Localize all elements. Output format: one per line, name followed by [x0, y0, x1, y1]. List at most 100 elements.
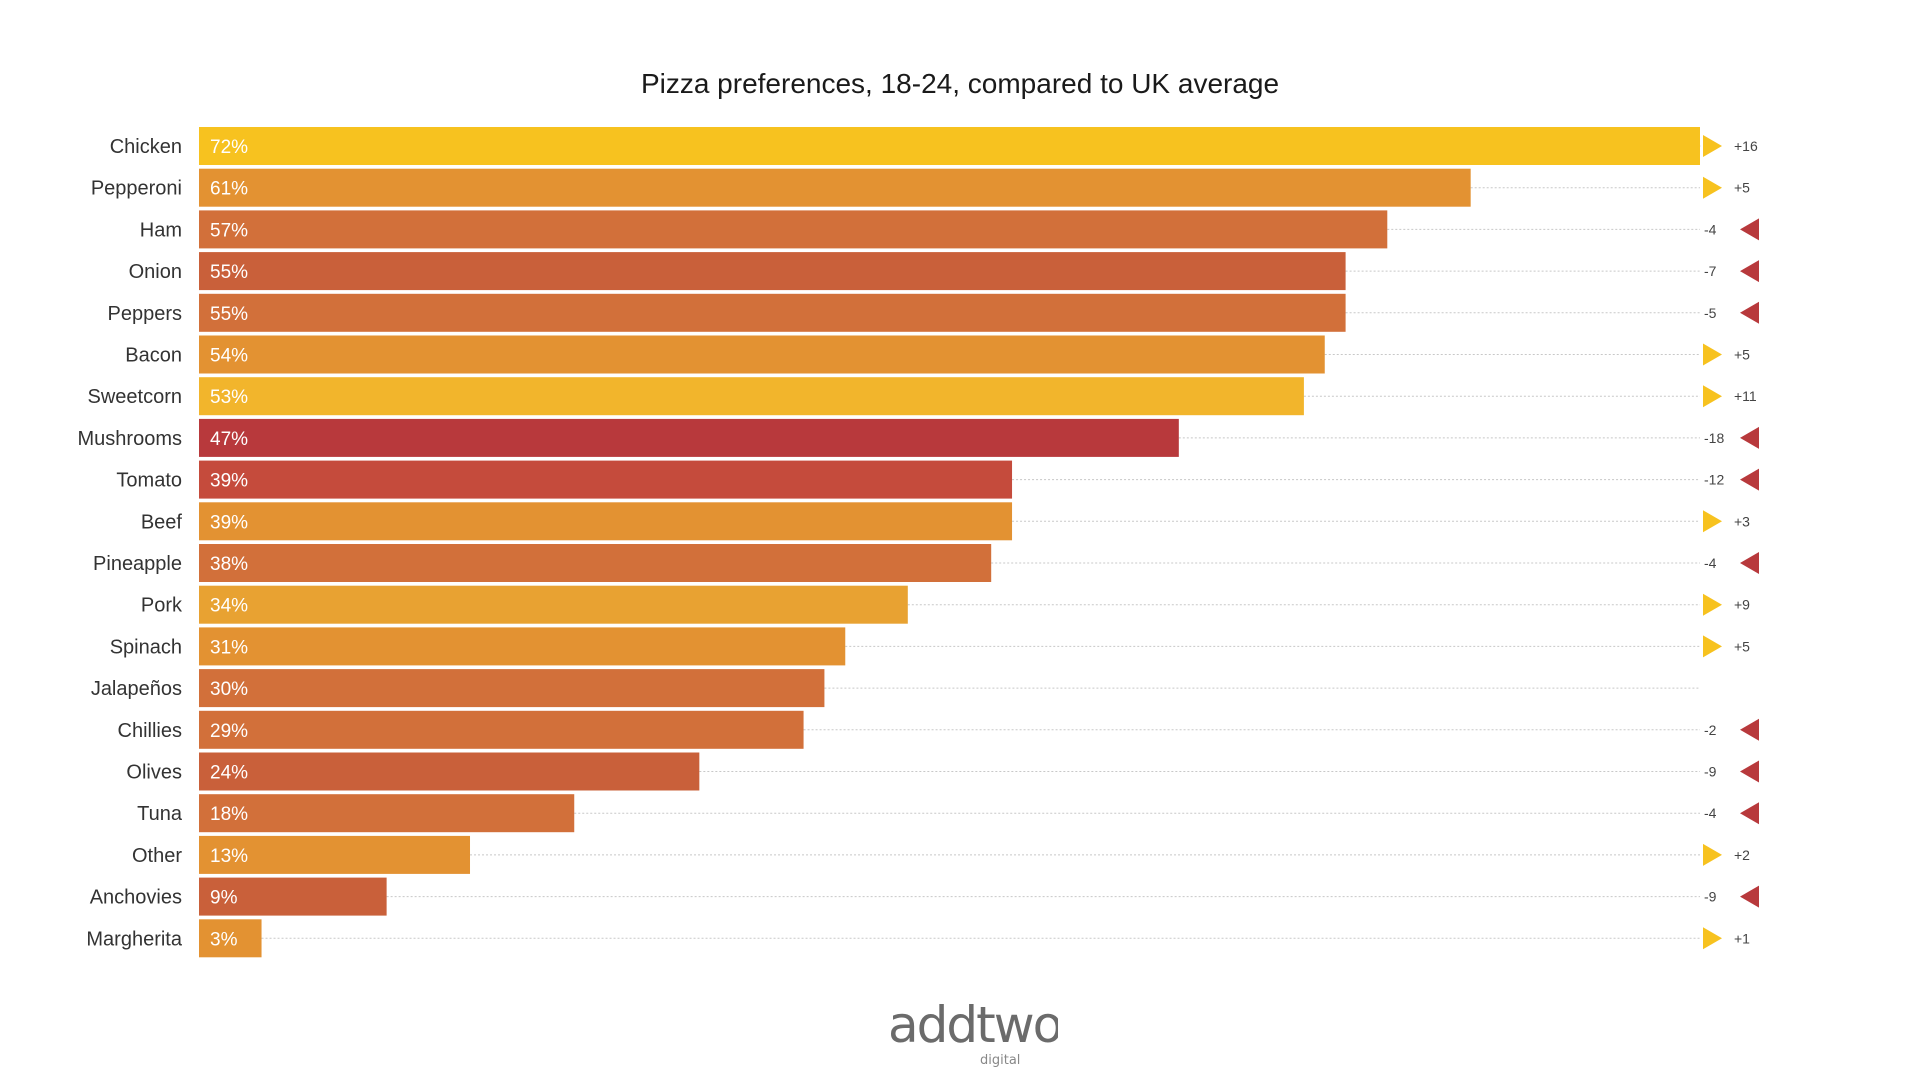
- value-label: 39%: [210, 471, 248, 492]
- difference-label: -9: [1704, 889, 1717, 905]
- value-label: 29%: [210, 721, 248, 742]
- difference-label: -4: [1704, 221, 1717, 237]
- bar: [199, 210, 1388, 249]
- up-arrow-icon: [1703, 635, 1722, 658]
- category-label: Peppers: [108, 303, 183, 325]
- category-label: Tomato: [116, 470, 182, 492]
- down-arrow-icon: [1740, 301, 1759, 324]
- down-arrow-icon: [1740, 552, 1759, 574]
- down-arrow-icon: [1740, 718, 1759, 741]
- bar: [199, 544, 992, 582]
- up-arrow-icon: [1703, 510, 1722, 533]
- category-label: Ham: [140, 219, 182, 241]
- difference-label: +11: [1734, 388, 1757, 404]
- value-label: 57%: [210, 220, 248, 241]
- up-arrow-icon: [1703, 176, 1722, 199]
- difference-label: +5: [1734, 638, 1750, 654]
- bar: [199, 919, 262, 958]
- up-arrow-icon: [1703, 927, 1722, 950]
- bar: [199, 252, 1346, 291]
- bar: [199, 293, 1346, 332]
- up-arrow-icon: [1703, 385, 1722, 408]
- difference-label: +5: [1734, 180, 1750, 196]
- difference-label: +16: [1734, 138, 1758, 154]
- up-arrow-icon: [1703, 843, 1722, 866]
- bar: [199, 669, 825, 708]
- difference-label: +1: [1734, 930, 1750, 946]
- addtwo-logo: addtwo digital: [888, 996, 1058, 1068]
- category-label: Other: [132, 845, 182, 867]
- logo-subtext: digital: [980, 1053, 1020, 1068]
- category-label: Spinach: [110, 636, 182, 658]
- value-label: 18%: [210, 804, 248, 825]
- down-arrow-icon: [1740, 885, 1759, 908]
- category-label: Olives: [126, 762, 182, 784]
- chart-title: Pizza preferences, 18-24, compared to UK…: [640, 68, 1280, 99]
- bar: [199, 460, 1013, 499]
- category-label: Tuna: [137, 803, 183, 825]
- category-label: Pepperoni: [91, 178, 182, 200]
- value-label: 30%: [210, 679, 248, 700]
- difference-label: +3: [1734, 513, 1750, 529]
- difference-label: -5: [1704, 305, 1717, 321]
- up-arrow-icon: [1703, 343, 1722, 366]
- up-arrow-icon: [1703, 135, 1722, 157]
- bar: [199, 835, 471, 874]
- category-label: Beef: [141, 511, 183, 533]
- down-arrow-icon: [1740, 468, 1759, 491]
- difference-label: +5: [1734, 347, 1750, 363]
- difference-label: -4: [1704, 555, 1717, 571]
- down-arrow-icon: [1740, 218, 1759, 241]
- value-label: 54%: [210, 346, 248, 367]
- value-label: 31%: [210, 637, 248, 658]
- category-label: Pork: [141, 595, 183, 617]
- category-label: Sweetcorn: [88, 386, 183, 408]
- value-label: 53%: [210, 387, 248, 408]
- value-label: 3%: [210, 929, 238, 950]
- category-label: Chillies: [118, 720, 182, 742]
- difference-label: -7: [1704, 263, 1717, 279]
- value-label: 9%: [210, 888, 238, 909]
- difference-label: -4: [1704, 805, 1717, 821]
- bar: [199, 377, 1304, 416]
- value-label: 55%: [210, 262, 248, 283]
- down-arrow-icon: [1740, 426, 1759, 449]
- category-label: Bacon: [125, 345, 182, 367]
- category-label: Anchovies: [90, 887, 182, 909]
- category-label: Chicken: [110, 136, 182, 158]
- bar-chart: Chicken 72% +16 Pepperoni 61% +5 Ham 57% -4 Onion…: [78, 127, 1759, 958]
- bar: [199, 710, 804, 749]
- up-arrow-icon: [1703, 593, 1722, 616]
- bar: [199, 794, 575, 833]
- category-label: Jalapeños: [91, 678, 182, 700]
- difference-label: -2: [1704, 722, 1717, 738]
- value-label: 34%: [210, 596, 248, 617]
- value-label: 13%: [210, 846, 248, 867]
- value-label: 24%: [210, 763, 248, 784]
- bar: [199, 335, 1325, 374]
- value-label: 61%: [210, 179, 248, 200]
- category-label: Pineapple: [93, 553, 182, 575]
- value-label: 38%: [210, 554, 248, 575]
- value-label: 55%: [210, 304, 248, 325]
- bar: [199, 418, 1179, 457]
- category-label: Margherita: [86, 928, 182, 950]
- difference-label: +9: [1734, 597, 1750, 613]
- category-label: Onion: [129, 261, 182, 283]
- bar: [199, 127, 1700, 165]
- difference-label: +2: [1734, 847, 1750, 863]
- value-label: 39%: [210, 512, 248, 533]
- down-arrow-icon: [1740, 802, 1759, 825]
- difference-label: -18: [1704, 430, 1724, 446]
- bar: [199, 168, 1471, 207]
- difference-label: -9: [1704, 764, 1717, 780]
- bar: [199, 877, 387, 916]
- value-label: 72%: [210, 137, 248, 158]
- category-label: Mushrooms: [78, 428, 182, 450]
- difference-label: -12: [1704, 472, 1724, 488]
- bar: [199, 502, 1013, 541]
- down-arrow-icon: [1740, 260, 1759, 283]
- bar: [199, 585, 908, 624]
- down-arrow-icon: [1740, 760, 1759, 783]
- bar: [199, 627, 846, 666]
